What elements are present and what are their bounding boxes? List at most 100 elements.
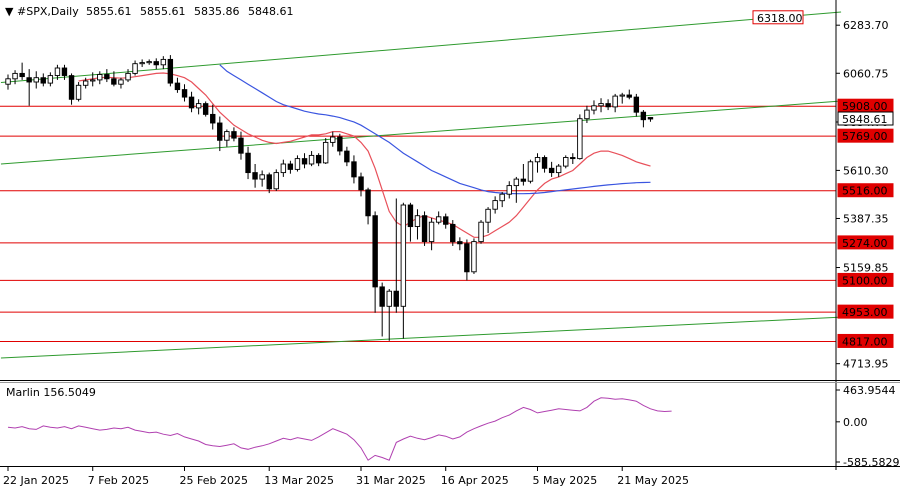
candle xyxy=(104,69,110,83)
candle-body xyxy=(47,75,54,84)
candle-body xyxy=(520,178,527,182)
candle xyxy=(365,187,371,225)
candle-body xyxy=(478,221,484,243)
candle xyxy=(210,104,216,130)
candle xyxy=(139,59,145,67)
level-label: 6318.00 xyxy=(757,12,803,25)
candle-body xyxy=(598,103,604,107)
candle-body xyxy=(259,174,265,180)
trend-line xyxy=(0,100,842,165)
price-tick-label: 5387.35 xyxy=(843,212,889,225)
oscillator-line xyxy=(7,397,672,461)
candle-body xyxy=(492,200,498,210)
time-tick-label: 7 Feb 2025 xyxy=(88,474,149,487)
candle xyxy=(598,98,604,113)
candle xyxy=(570,153,576,164)
candle-body xyxy=(322,141,329,164)
candle-body xyxy=(174,82,181,91)
header-open: 5855.61 xyxy=(86,5,132,18)
candle-body xyxy=(210,113,216,124)
price-tick-label: 4713.95 xyxy=(843,358,889,371)
level-label: 5100.00 xyxy=(842,274,888,287)
candle-body xyxy=(485,208,491,223)
candle xyxy=(287,160,294,174)
candle xyxy=(195,99,202,115)
candle-body xyxy=(5,78,11,85)
ma-slow-line xyxy=(219,64,651,195)
candle xyxy=(252,163,258,188)
current-price-label: 5848.61 xyxy=(842,113,888,126)
candle xyxy=(492,196,498,214)
candle-body xyxy=(19,72,25,78)
candle xyxy=(344,146,350,167)
candle-body xyxy=(245,152,251,174)
candle-body xyxy=(188,96,195,109)
header-symbol: #SPX,Daily xyxy=(17,5,79,18)
candle xyxy=(273,169,279,191)
candle xyxy=(527,159,534,184)
candle-body xyxy=(118,79,124,85)
candle-body xyxy=(195,103,202,109)
time-tick-label: 13 Mar 2025 xyxy=(264,474,334,487)
candle xyxy=(471,238,477,274)
candle xyxy=(315,153,322,167)
candle-body xyxy=(577,118,583,160)
candle xyxy=(555,163,562,177)
candle-body xyxy=(287,163,294,170)
candle-body xyxy=(132,63,138,74)
time-tick-label: 21 May 2025 xyxy=(617,474,689,487)
candle-body xyxy=(570,157,576,160)
candle-body xyxy=(202,103,209,115)
trend-lines xyxy=(0,11,842,359)
axis-labels: 6283.706060.755834.705610.305387.355159.… xyxy=(3,10,899,487)
chart-header: ▼ #SPX,Daily 5855.61 5855.61 5835.86 584… xyxy=(5,5,294,18)
candle-body xyxy=(612,95,618,108)
candle-body xyxy=(619,94,625,97)
candle xyxy=(393,198,399,313)
candle-body xyxy=(386,290,392,307)
candle-body xyxy=(231,131,237,139)
candle-body xyxy=(541,157,548,169)
level-label: 5516.00 xyxy=(842,185,888,198)
candle xyxy=(174,77,181,93)
candle xyxy=(626,89,632,100)
candle xyxy=(266,172,272,194)
candle xyxy=(640,110,647,128)
candle-body xyxy=(428,221,435,243)
candle xyxy=(386,289,392,341)
candle-body xyxy=(379,286,385,307)
candle xyxy=(428,217,435,251)
candle-body xyxy=(457,241,463,245)
axes xyxy=(0,0,900,470)
candle xyxy=(584,105,590,124)
candle-body xyxy=(90,79,96,82)
candle-body xyxy=(584,109,590,120)
candle-body xyxy=(75,84,82,100)
candle-body xyxy=(224,131,230,141)
candle-body xyxy=(153,61,159,66)
candle-body xyxy=(563,157,569,167)
candle-body xyxy=(372,215,378,288)
candle xyxy=(513,176,520,203)
candle-body xyxy=(146,61,152,64)
candle xyxy=(280,159,287,177)
candle-body xyxy=(555,165,562,174)
candle-body xyxy=(82,80,89,86)
candle-body xyxy=(167,58,174,84)
candle-body xyxy=(104,74,110,80)
candle-body xyxy=(217,122,223,141)
price-tick-label: 6283.70 xyxy=(843,19,889,32)
candle-body xyxy=(160,58,167,66)
candle xyxy=(238,131,244,160)
level-label-box xyxy=(837,128,894,143)
candle-body xyxy=(344,150,350,163)
candle xyxy=(358,172,364,197)
candle xyxy=(619,92,625,104)
level-label: 4953.00 xyxy=(842,306,888,319)
candle xyxy=(19,62,25,80)
candle xyxy=(499,192,505,208)
candle xyxy=(224,129,230,147)
candle xyxy=(633,93,640,117)
candle xyxy=(308,151,315,167)
